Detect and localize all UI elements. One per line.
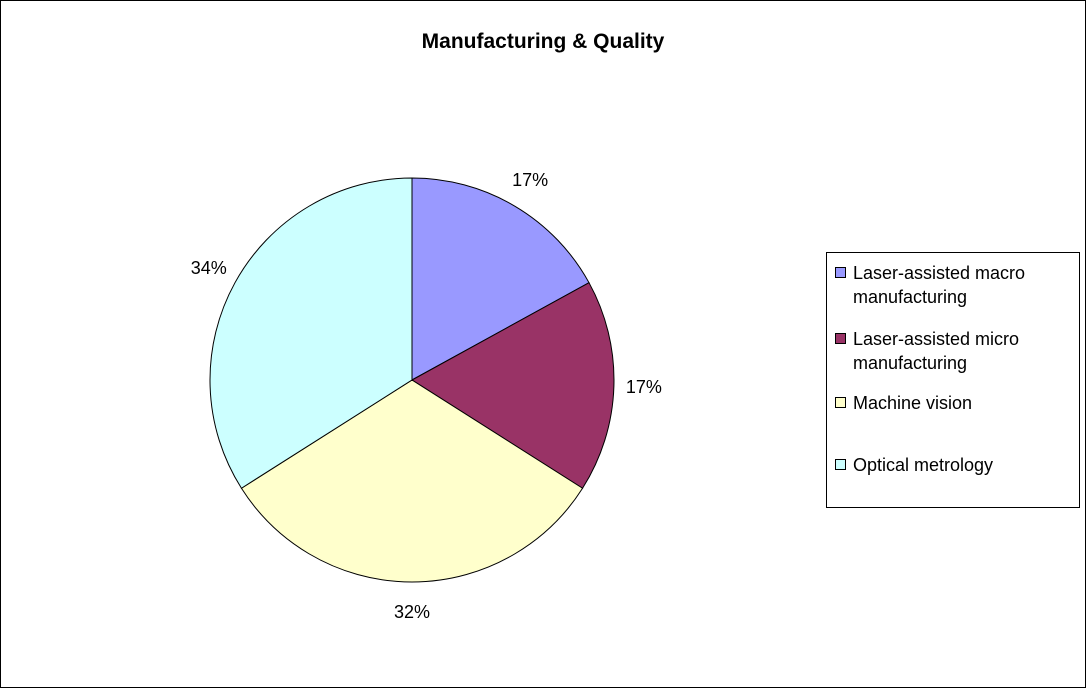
pie-slice-machine-vision [240, 379, 584, 583]
legend-label: Optical metrology [853, 455, 994, 475]
legend-swatch [835, 397, 846, 408]
legend-label: Laser-assisted macro [853, 263, 1026, 283]
data-label-laser-assisted-macro-manufacturing: 17% [512, 169, 549, 190]
legend: Laser-assisted macro manufacturing Laser… [826, 252, 1080, 508]
legend-swatch [835, 333, 846, 344]
data-label-optical-metrology: 34% [190, 257, 227, 278]
pie-slice-laser-assisted-macro-manufacturing [411, 177, 590, 381]
legend-label: Machine vision [853, 393, 973, 413]
data-label-machine-vision: 32% [394, 601, 431, 622]
pie-slice-optical-metrology [209, 177, 413, 489]
chart-title: Manufacturing & Quality [421, 30, 665, 53]
legend-label-continued: manufacturing [853, 353, 968, 373]
data-label-laser-assisted-micro-manufacturing: 17% [625, 376, 662, 397]
legend-swatch [835, 459, 846, 470]
legend-swatch [835, 267, 846, 278]
legend-label-continued: manufacturing [853, 287, 968, 307]
pie-slice-laser-assisted-micro-manufacturing [411, 282, 615, 489]
legend-label: Laser-assisted micro [853, 329, 1020, 349]
